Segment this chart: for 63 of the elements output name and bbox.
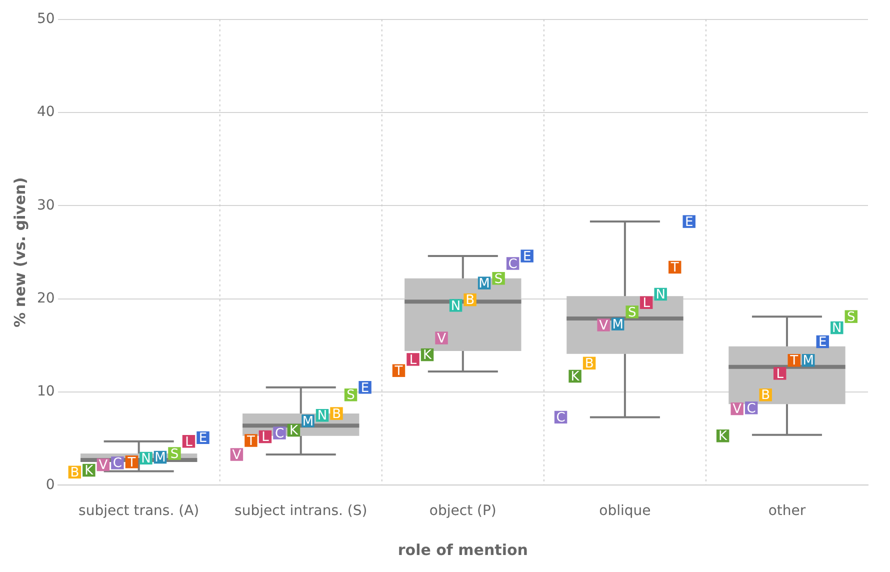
series-label: T <box>126 455 136 470</box>
text: M <box>802 354 814 369</box>
text: B <box>332 406 341 422</box>
text: K <box>570 370 580 385</box>
text: C <box>746 401 756 416</box>
text: T <box>246 434 255 449</box>
x-tick-label: object (P) <box>429 503 496 520</box>
text: N <box>656 288 666 303</box>
text: C <box>112 456 122 472</box>
text: B <box>584 356 594 372</box>
x-axis-title: role of mention <box>398 540 528 559</box>
y-tick-label: 10 <box>36 384 55 400</box>
text: N <box>317 408 328 424</box>
text: M <box>478 276 490 292</box>
text: V <box>732 402 742 418</box>
text: S <box>170 446 179 462</box>
text: C <box>274 426 284 442</box>
text: T <box>394 364 403 379</box>
text: T <box>670 260 679 276</box>
series-label: B <box>70 466 80 481</box>
text: E <box>685 214 694 230</box>
y-axis-title: % new (vs. given) <box>10 177 29 328</box>
text: E <box>522 249 532 264</box>
text: M <box>154 450 166 466</box>
series-label: S <box>494 272 503 287</box>
text: L <box>409 352 417 368</box>
text: V <box>437 331 446 346</box>
text: S <box>628 305 636 320</box>
text: E <box>818 335 827 350</box>
text: K <box>718 429 728 444</box>
text: C <box>556 410 566 426</box>
text: B <box>761 388 770 404</box>
text: S <box>847 310 856 325</box>
x-tick-label: subject intrans. (S) <box>234 503 368 520</box>
text: E <box>360 380 370 396</box>
text: K <box>289 424 298 439</box>
text: V <box>232 448 242 463</box>
text: S <box>346 388 355 404</box>
y-tick-label: 30 <box>36 197 55 214</box>
series-label: M <box>302 414 314 430</box>
series-label: C <box>508 256 518 272</box>
text: K <box>422 348 432 364</box>
text: N <box>450 298 461 314</box>
y-tick-label: 20 <box>36 290 55 307</box>
text: L <box>642 296 650 311</box>
text: L <box>262 430 269 446</box>
text: L <box>776 366 784 382</box>
series-label: K <box>84 464 94 479</box>
series-label: E <box>198 431 208 446</box>
series-label: L <box>185 434 194 450</box>
series-label: V <box>98 458 108 474</box>
x-tick-label: subject trans. (A) <box>78 503 200 520</box>
y-tick-label: 40 <box>36 104 55 120</box>
series-label: N <box>141 452 151 467</box>
x-tick-label: other <box>768 503 806 520</box>
text: T <box>790 354 798 369</box>
y-tick-label: 50 <box>36 11 55 28</box>
y-tick-label: 0 <box>46 476 55 493</box>
text: B <box>466 293 474 308</box>
text: M <box>612 317 624 332</box>
text: V <box>599 318 608 334</box>
x-tick-label: oblique <box>599 503 651 520</box>
text: N <box>832 321 842 336</box>
